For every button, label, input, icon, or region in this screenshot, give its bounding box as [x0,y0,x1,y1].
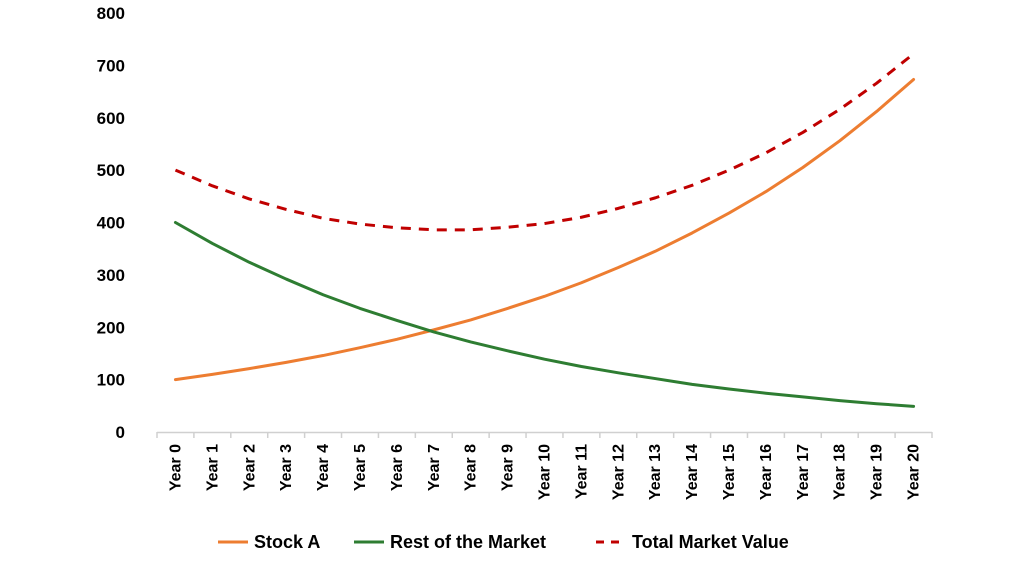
x-tick-label: Year 7 [426,444,443,491]
y-tick-label: 600 [97,109,125,128]
y-tick-label: 100 [97,371,125,390]
y-tick-label: 700 [97,56,125,75]
y-tick-label: 500 [97,161,125,180]
x-tick-label: Year 3 [278,444,295,491]
legend-label: Total Market Value [632,532,789,552]
x-tick-label: Year 13 [647,444,664,500]
x-tick-label: Year 17 [795,444,812,500]
series-line-rest-of-the-market [173,221,916,408]
x-tick-label: Year 1 [204,444,221,491]
y-tick-label: 400 [97,214,125,233]
x-tick-label: Year 4 [315,444,332,491]
x-tick-label: Year 19 [869,444,886,500]
legend-label: Rest of the Market [390,532,546,552]
y-tick-label: 300 [97,266,125,285]
y-tick-label: 800 [97,4,125,23]
y-tick-label: 0 [116,423,125,442]
x-tick-label: Year 0 [167,444,184,491]
x-tick-label: Year 15 [721,444,738,500]
series-layer [173,52,916,408]
x-tick-label: Year 12 [610,444,627,500]
legend-label: Stock A [254,532,320,552]
legend: Stock A Rest of the Market Total Market Va… [218,532,789,552]
x-tick-label: Year 18 [832,444,849,500]
y-axis-ticks: 0 100 200 300 400 500 600 700 800 [97,4,125,442]
series-line-stock-a [173,78,916,382]
x-tick-label: Year 16 [758,444,775,500]
x-tick-label: Year 10 [537,444,554,500]
y-tick-label: 200 [97,318,125,337]
x-tick-label: Year 8 [463,444,480,491]
series-line-total-market-value [174,52,915,232]
x-tick-label: Year 9 [500,444,517,491]
x-tick-label: Year 2 [241,444,258,491]
x-tick-label: Year 6 [389,444,406,491]
x-tick-label: Year 14 [684,444,701,500]
x-tick-label: Year 11 [573,444,590,499]
x-tick-label: Year 20 [906,444,923,500]
x-tick-label: Year 5 [352,444,369,491]
x-axis-ticks: Year 0 Year 1 Year 2 Year 3 Year 4 Year 5 Year… [156,432,933,500]
